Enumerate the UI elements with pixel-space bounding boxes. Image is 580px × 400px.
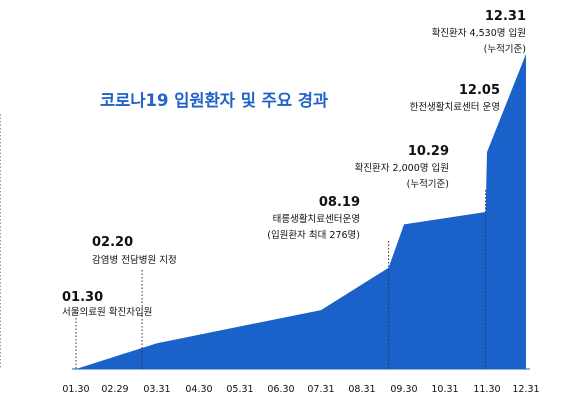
annotation-12-31: 12.31 확진환자 4,530명 입원 (누적기준) <box>432 9 526 55</box>
annotation-08-19: 08.19 태릉생활치료센터운영 (입원환자 최대 276명) <box>267 195 390 369</box>
x-tick-label: 06.30 <box>267 384 294 395</box>
annotation-text: (누적기준) <box>484 43 526 55</box>
x-tick-label: 12.31 <box>512 384 539 395</box>
annotation-date: 10.29 <box>408 144 449 159</box>
annotation-date: 08.19 <box>319 195 360 210</box>
x-tick-label: 04.30 <box>185 384 212 395</box>
x-tick-label: 10.31 <box>431 384 458 395</box>
annotation-12-05: 12.05 한전생활치료센터 운영 <box>0 83 500 369</box>
annotation-text: 감염병 전담병원 지정 <box>92 254 177 266</box>
annotation-date: 12.05 <box>459 83 500 98</box>
annotation-10-29: 10.29 확진환자 2,000명 입원 (누적기준) <box>355 144 487 369</box>
annotation-text: 태릉생활치료센터운영 <box>273 213 360 225</box>
x-tick-label: 05.31 <box>226 384 253 395</box>
annotation-text: 서울의료원 확진자입원 <box>62 306 152 318</box>
annotation-text: (입원환자 최대 276명) <box>267 229 360 241</box>
annotation-date: 02.20 <box>92 235 133 250</box>
x-tick-label: 08.31 <box>348 384 375 395</box>
annotation-date: 01.30 <box>62 290 103 305</box>
annotation-02-20: 02.20 감염병 전담병원 지정 <box>92 235 177 369</box>
chart-title: 코로나19 입원환자 및 주요 경과 <box>100 91 328 110</box>
annotation-text: (누적기준) <box>407 178 449 190</box>
annotation-text: 확진환자 4,530명 입원 <box>432 27 526 39</box>
annotation-text: 확진환자 2,000명 입원 <box>355 162 449 174</box>
annotation-text: 한전생활치료센터 운영 <box>410 101 500 113</box>
x-tick-label: 01.30 <box>62 384 89 395</box>
x-tick-label: 11.30 <box>473 384 500 395</box>
x-axis-ticks: 01.30 02.29 03.31 04.30 05.31 06.30 07.31 08.31… <box>62 384 539 395</box>
x-tick-label: 03.31 <box>143 384 170 395</box>
annotation-date: 12.31 <box>485 9 526 24</box>
x-tick-label: 09.30 <box>390 384 417 395</box>
x-tick-label: 07.31 <box>307 384 334 395</box>
x-tick-label: 02.29 <box>101 384 128 395</box>
area-series <box>76 54 526 369</box>
